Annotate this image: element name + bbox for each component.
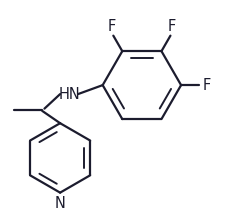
Text: HN: HN bbox=[58, 87, 80, 101]
Text: F: F bbox=[167, 19, 175, 34]
Text: F: F bbox=[202, 78, 210, 93]
Text: N: N bbox=[55, 196, 65, 211]
Text: F: F bbox=[108, 19, 116, 34]
